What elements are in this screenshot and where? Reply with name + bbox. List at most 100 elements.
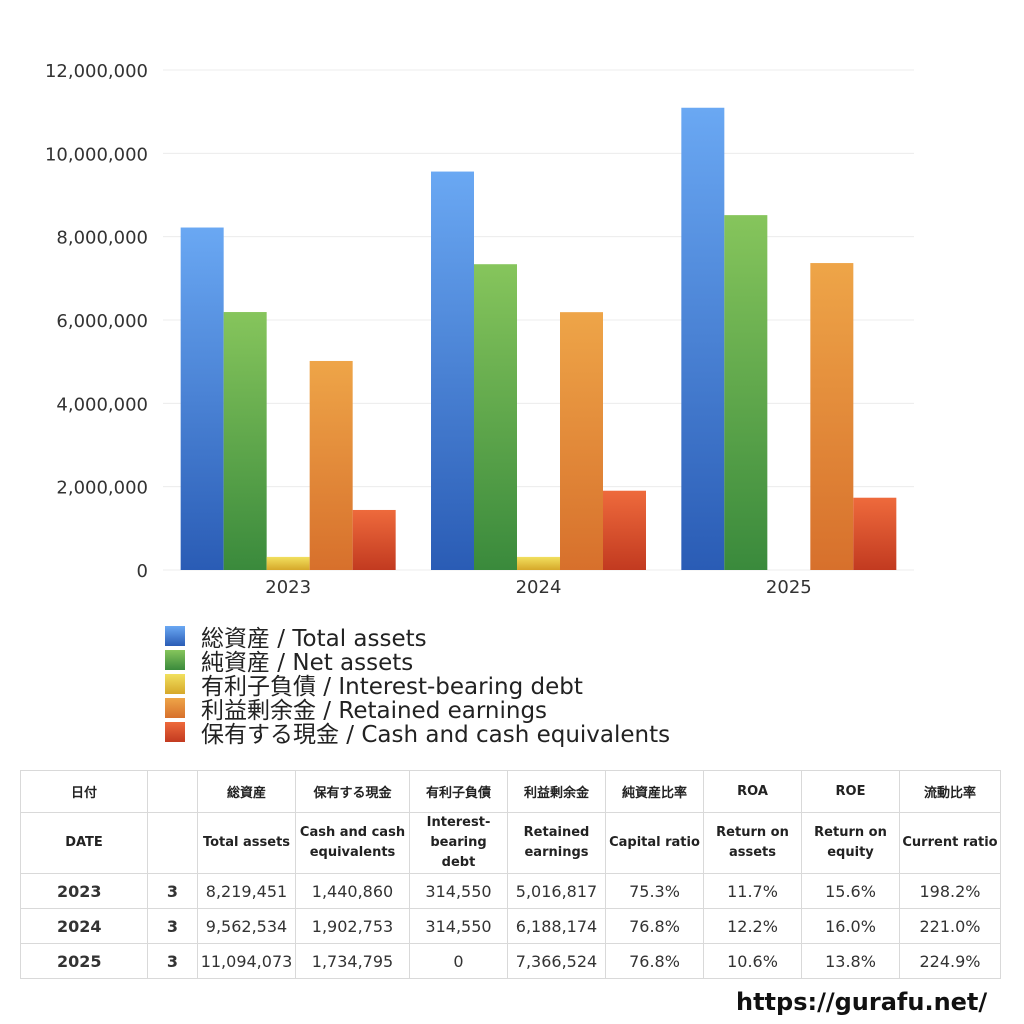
header-current-ratio-en: Current ratio xyxy=(899,812,1001,874)
chart-legend: 総資産 / Total assets 純資産 / Net assets 有利子負債 … xyxy=(165,624,670,748)
header-roa-en: Return on assets xyxy=(703,812,802,874)
cell-debt: 314,550 xyxy=(409,873,508,909)
legend-item: 保有する現金 / Cash and cash equivalents xyxy=(165,720,670,748)
cell-month: 3 xyxy=(147,943,198,979)
cell-roe: 13.8% xyxy=(801,943,900,979)
x-tick-label: 2023 xyxy=(265,577,311,598)
bar xyxy=(352,509,396,570)
legend-swatch xyxy=(165,722,185,742)
cell-year: 2025 xyxy=(20,943,148,979)
cell-total-assets: 9,562,534 xyxy=(197,908,296,944)
header-month-en xyxy=(147,812,198,874)
table-header-jp: 日付 総資産 保有する現金 有利子負債 利益剰余金 純資産比率 ROA ROE … xyxy=(20,770,1001,813)
cell-cash: 1,440,860 xyxy=(295,873,410,909)
cell-total-assets: 8,219,451 xyxy=(197,873,296,909)
legend-swatch xyxy=(165,650,185,670)
cell-month: 3 xyxy=(147,873,198,909)
financial-data-table: 日付 総資産 保有する現金 有利子負債 利益剰余金 純資産比率 ROA ROE … xyxy=(20,770,1001,979)
cell-capital-ratio: 76.8% xyxy=(605,908,704,944)
y-tick-label: 12,000,000 xyxy=(45,61,148,82)
y-tick-label: 6,000,000 xyxy=(56,311,148,332)
header-total-assets-en: Total assets xyxy=(197,812,296,874)
y-axis-ticks: 0 2,000,000 4,000,000 6,000,000 8,000,000 10,… xyxy=(45,61,148,582)
header-cash-jp: 保有する現金 xyxy=(295,770,410,813)
header-total-assets-jp: 総資産 xyxy=(197,770,296,813)
cell-current-ratio: 221.0% xyxy=(899,908,1001,944)
bar-chart: 0 2,000,000 4,000,000 6,000,000 8,000,000 10,… xyxy=(45,61,914,598)
legend-label: 有利子負債 / Interest-bearing debt xyxy=(201,674,583,700)
cell-debt: 314,550 xyxy=(409,908,508,944)
y-tick-label: 8,000,000 xyxy=(56,228,148,249)
legend-swatch xyxy=(165,674,185,694)
cell-cash: 1,734,795 xyxy=(295,943,410,979)
header-debt-jp: 有利子負債 xyxy=(409,770,508,813)
grid-lines xyxy=(163,69,914,571)
bar xyxy=(223,312,267,570)
cell-current-ratio: 198.2% xyxy=(899,873,1001,909)
cell-roe: 16.0% xyxy=(801,908,900,944)
header-capital-ratio-en: Capital ratio xyxy=(605,812,704,874)
legend-label: 保有する現金 / Cash and cash equivalents xyxy=(201,722,671,748)
site-url: https://gurafu.net/ xyxy=(736,988,988,1016)
cell-retained: 5,016,817 xyxy=(507,873,606,909)
bar xyxy=(810,263,854,570)
header-date-jp: 日付 xyxy=(20,770,148,813)
y-tick-label: 10,000,000 xyxy=(45,144,148,165)
cell-roa: 12.2% xyxy=(703,908,802,944)
bar xyxy=(681,107,725,571)
cell-roa: 11.7% xyxy=(703,873,802,909)
legend-label: 純資産 / Net assets xyxy=(201,650,414,676)
x-tick-label: 2025 xyxy=(766,577,812,598)
x-tick-label: 2024 xyxy=(516,577,562,598)
bar xyxy=(724,215,768,570)
cell-year: 2023 xyxy=(20,873,148,909)
cell-cash: 1,902,753 xyxy=(295,908,410,944)
bar xyxy=(853,497,897,570)
legend-label: 総資産 / Total assets xyxy=(201,626,427,652)
header-roa-jp: ROA xyxy=(703,770,802,813)
legend-swatch xyxy=(165,698,185,718)
bar xyxy=(474,264,517,570)
bar xyxy=(560,312,603,570)
bars xyxy=(180,107,897,571)
y-tick-label: 0 xyxy=(137,561,148,582)
header-debt-en: Interest-bearing debt xyxy=(409,812,508,874)
cell-capital-ratio: 76.8% xyxy=(605,943,704,979)
bar xyxy=(431,171,474,570)
legend-item: 有利子負債 / Interest-bearing debt xyxy=(165,672,670,700)
legend-label: 利益剰余金 / Retained earnings xyxy=(201,698,548,724)
header-month-jp xyxy=(147,770,198,813)
cell-month: 3 xyxy=(147,908,198,944)
table-row: 2023 3 8,219,451 1,440,860 314,550 5,016… xyxy=(20,873,1001,909)
table-row: 2024 3 9,562,534 1,902,753 314,550 6,188… xyxy=(20,908,1001,944)
table-row: 2025 3 11,094,073 1,734,795 0 7,366,524 … xyxy=(20,943,1001,979)
header-date-en: DATE xyxy=(20,812,148,874)
cell-total-assets: 11,094,073 xyxy=(197,943,296,979)
bar xyxy=(309,360,353,570)
cell-retained: 6,188,174 xyxy=(507,908,606,944)
cell-roe: 15.6% xyxy=(801,873,900,909)
y-tick-label: 4,000,000 xyxy=(56,394,148,415)
bar xyxy=(180,227,224,570)
header-retained-en: Retained earnings xyxy=(507,812,606,874)
legend-swatch xyxy=(165,626,185,646)
header-cash-en: Cash and cash equivalents xyxy=(295,812,410,874)
cell-current-ratio: 224.9% xyxy=(899,943,1001,979)
y-tick-label: 2,000,000 xyxy=(56,478,148,499)
legend-item: 総資産 / Total assets xyxy=(165,624,670,652)
cell-retained: 7,366,524 xyxy=(507,943,606,979)
table-header-en: DATE Total assets Cash and cash equivale… xyxy=(20,812,1001,874)
cell-debt: 0 xyxy=(409,943,508,979)
cell-roa: 10.6% xyxy=(703,943,802,979)
header-roe-en: Return on equity xyxy=(801,812,900,874)
header-capital-ratio-jp: 純資産比率 xyxy=(605,770,704,813)
legend-item: 利益剰余金 / Retained earnings xyxy=(165,696,670,724)
x-axis-ticks: 2023 2024 2025 xyxy=(265,577,811,598)
header-current-ratio-jp: 流動比率 xyxy=(899,770,1001,813)
cell-year: 2024 xyxy=(20,908,148,944)
cell-capital-ratio: 75.3% xyxy=(605,873,704,909)
header-roe-jp: ROE xyxy=(801,770,900,813)
bar xyxy=(603,490,646,570)
header-retained-jp: 利益剰余金 xyxy=(507,770,606,813)
legend-item: 純資産 / Net assets xyxy=(165,648,670,676)
